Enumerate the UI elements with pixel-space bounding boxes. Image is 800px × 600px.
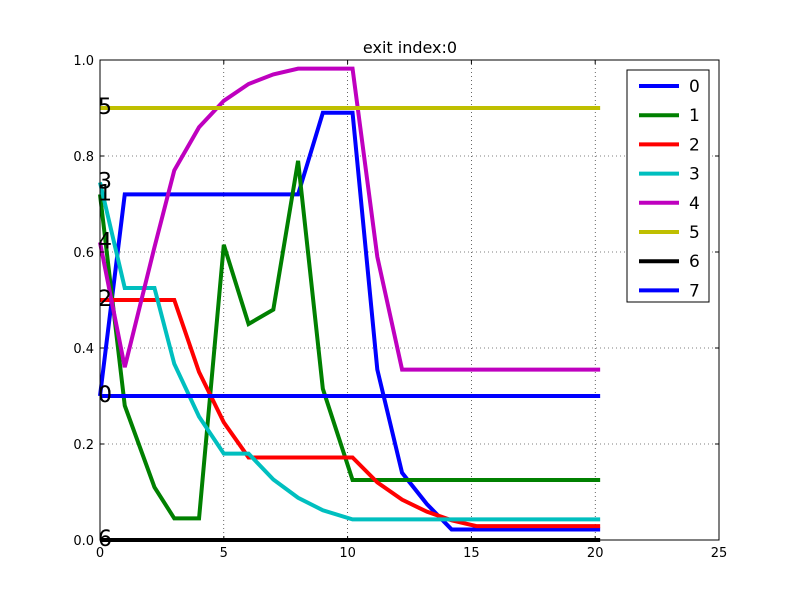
- x-tick-label: 25: [711, 546, 728, 561]
- series-start-label-5: 5: [98, 95, 112, 120]
- y-tick-label: 0.8: [73, 150, 94, 165]
- y-tick-label: 0.2: [73, 438, 94, 453]
- x-tick-label: 0: [96, 546, 104, 561]
- series-start-label-4: 4: [98, 229, 112, 254]
- legend-box: [626, 69, 710, 303]
- legend-label-4: 4: [689, 194, 700, 214]
- y-tick-label: 0.0: [73, 534, 94, 549]
- legend-label-3: 3: [689, 165, 700, 185]
- legend-label-1: 1: [689, 106, 700, 126]
- series-line-0: [98, 110, 601, 532]
- series-line-4: [98, 66, 601, 372]
- series-line-1: [98, 160, 601, 521]
- x-tick-label: 10: [339, 546, 356, 561]
- legend-label-0: 0: [689, 77, 700, 97]
- grid: [100, 60, 719, 540]
- plot-frame: [99, 59, 720, 541]
- legend: 0 1 2 3 4 5 6 7: [626, 69, 710, 303]
- y-tick-label: 0.6: [73, 246, 94, 261]
- x-tick-label: 5: [220, 546, 228, 561]
- axis-ticks: 0 5 10 15 20 250.00.20.40.60.81.0: [73, 54, 727, 561]
- y-tick-label: 0.4: [73, 342, 94, 357]
- series-start-label-0: 0: [98, 383, 112, 408]
- legend-label-7: 7: [689, 281, 700, 301]
- series-start-label-7: 0: [98, 383, 112, 408]
- x-tick-label: 15: [463, 546, 480, 561]
- x-tick-label: 20: [587, 546, 604, 561]
- y-tick-label: 1.0: [73, 54, 94, 69]
- series-line-3: [98, 181, 601, 522]
- legend-label-6: 6: [689, 252, 700, 272]
- series-start-label-3: 3: [98, 169, 112, 194]
- legend-label-5: 5: [689, 223, 700, 243]
- series-line-2: [100, 298, 601, 529]
- series-start-label-1: 1: [98, 181, 112, 206]
- series-start-label-2: 2: [98, 287, 112, 312]
- legend-label-2: 2: [689, 135, 700, 155]
- chart-title: exit index:0: [363, 38, 457, 57]
